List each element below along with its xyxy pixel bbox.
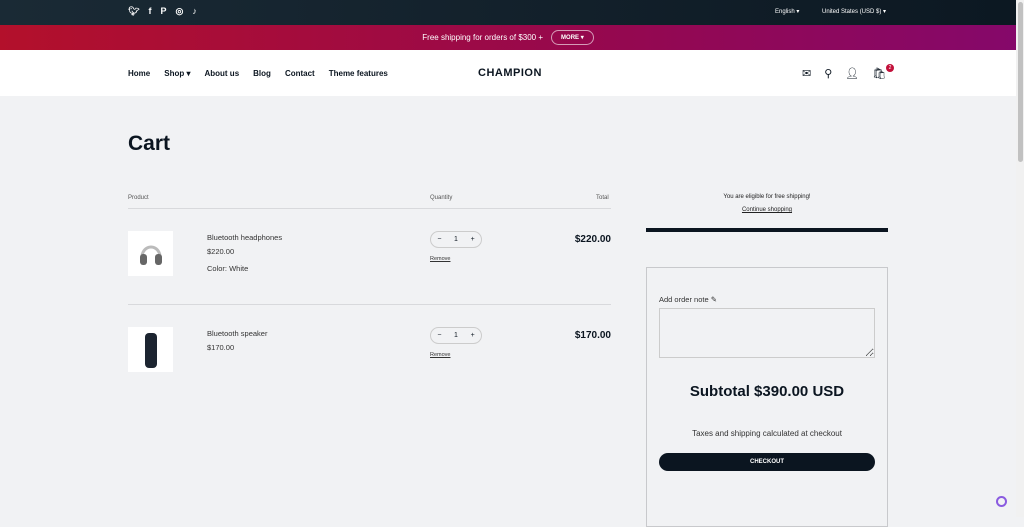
- free-shipping-message: You are eligible for free shipping!: [723, 194, 811, 200]
- logo[interactable]: CHAMPION: [478, 67, 542, 79]
- product-name[interactable]: Bluetooth headphones: [207, 233, 283, 242]
- search-icon[interactable]: ⚲: [824, 68, 833, 80]
- quantity-stepper: − 1 +: [430, 231, 482, 248]
- product-image-headphones[interactable]: [128, 231, 173, 276]
- facebook-icon[interactable]: f: [148, 6, 152, 16]
- chevron-down-icon: ▾: [186, 69, 191, 78]
- product-image-speaker[interactable]: [128, 327, 173, 372]
- main-nav: Home Shop ▾ About us Blog Contact Theme …: [128, 69, 388, 78]
- quantity-input[interactable]: 1: [454, 332, 458, 339]
- divider: [128, 208, 611, 209]
- cart-count-badge: 2: [886, 64, 894, 72]
- nav-theme-features[interactable]: Theme features: [328, 69, 388, 78]
- page-title: Cart: [128, 132, 171, 155]
- pinterest-icon[interactable]: P: [160, 6, 167, 16]
- remove-link[interactable]: Remove: [430, 256, 451, 262]
- shipping-progress-bar: [646, 228, 888, 232]
- more-label: MORE: [561, 35, 580, 41]
- nav-contact[interactable]: Contact: [284, 69, 315, 78]
- divider: [128, 304, 611, 305]
- subtotal: Subtotal $390.00 USD: [689, 383, 845, 400]
- mail-icon[interactable]: ✉: [802, 68, 812, 80]
- language-label: English: [775, 9, 795, 15]
- order-summary: Add order note ✎ Subtotal $390.00 USD Ta…: [646, 267, 888, 527]
- cart-icon[interactable]: 🛍︎: [872, 68, 887, 80]
- twitter-icon[interactable]: 🐦︎: [128, 6, 140, 16]
- product-name[interactable]: Bluetooth speaker: [207, 329, 268, 338]
- quantity-input[interactable]: 1: [454, 236, 458, 243]
- nav-shop[interactable]: Shop ▾: [164, 69, 190, 78]
- taxes-note: Taxes and shipping calculated at checkou…: [692, 429, 842, 438]
- nav-home[interactable]: Home: [128, 69, 151, 78]
- header-quantity: Quantity: [430, 195, 453, 201]
- scrollbar-thumb[interactable]: [1018, 2, 1023, 162]
- chat-widget-icon[interactable]: [996, 496, 1007, 507]
- nav-blog[interactable]: Blog: [253, 69, 271, 78]
- site-header: Home Shop ▾ About us Blog Contact Theme …: [0, 50, 1016, 96]
- nav-shop-label: Shop: [164, 69, 185, 78]
- line-total: $170.00: [574, 330, 611, 341]
- product-price: $220.00: [207, 247, 235, 256]
- product-price: $170.00: [207, 343, 235, 352]
- header-icons: ✉ ⚲ 👤︎ 🛍︎ 2: [802, 64, 894, 80]
- line-total: $220.00: [574, 234, 611, 245]
- country-selector[interactable]: United States (USD $) ▾: [822, 9, 887, 15]
- order-note-text: Add order note: [659, 295, 709, 304]
- instagram-icon[interactable]: ◎: [175, 6, 184, 16]
- order-note-input[interactable]: [659, 308, 875, 358]
- more-button[interactable]: MORE ▾: [551, 30, 594, 45]
- header-product: Product: [128, 195, 149, 201]
- pencil-icon: ✎: [710, 295, 718, 304]
- quantity-stepper: − 1 +: [430, 327, 482, 344]
- language-selector[interactable]: English ▾: [775, 9, 800, 15]
- country-label: United States (USD $): [822, 9, 882, 15]
- account-icon[interactable]: 👤︎: [845, 68, 860, 80]
- promo-bar: Free shipping for orders of $300 + MORE …: [0, 25, 1016, 50]
- social-links: 🐦︎ f P ◎ ♪: [128, 6, 197, 17]
- decrease-button[interactable]: −: [437, 236, 442, 243]
- header-total: Total: [596, 195, 609, 201]
- promo-text: Free shipping for orders of $300 +: [422, 33, 544, 42]
- tiktok-icon[interactable]: ♪: [192, 6, 197, 16]
- increase-button[interactable]: +: [470, 332, 475, 339]
- continue-shopping-link[interactable]: Continue shopping: [741, 207, 793, 213]
- scrollbar[interactable]: [1016, 0, 1024, 517]
- nav-about[interactable]: About us: [204, 69, 240, 78]
- top-bar: 🐦︎ f P ◎ ♪ English ▾ United States (USD …: [0, 0, 1016, 25]
- decrease-button[interactable]: −: [437, 332, 442, 339]
- order-note-label: Add order note ✎: [659, 295, 717, 304]
- remove-link[interactable]: Remove: [430, 352, 451, 358]
- product-variant: Color: White: [207, 264, 249, 273]
- increase-button[interactable]: +: [470, 236, 475, 243]
- checkout-button[interactable]: CHECKOUT: [659, 453, 875, 471]
